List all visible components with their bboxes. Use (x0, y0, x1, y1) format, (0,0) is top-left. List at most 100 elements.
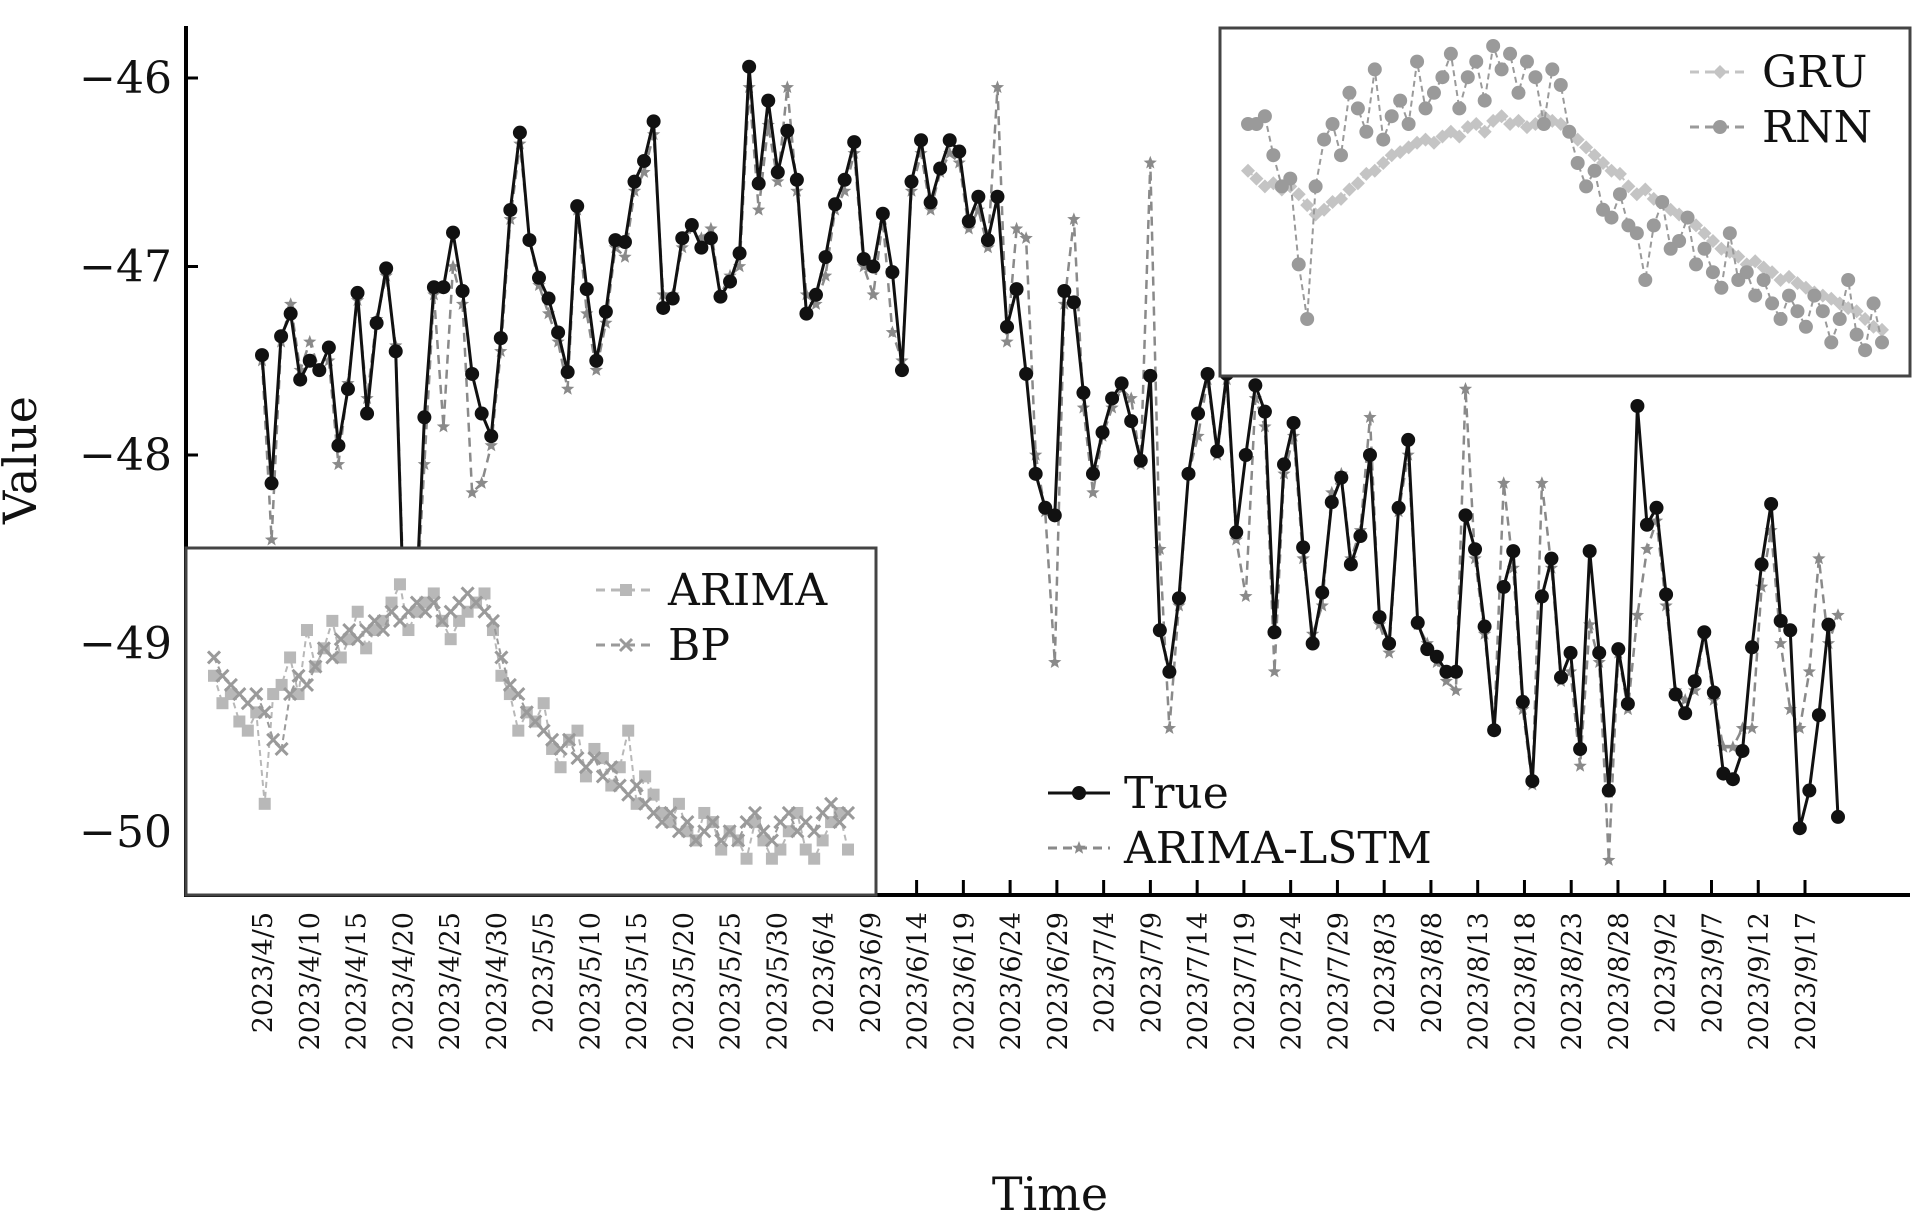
point-true (1668, 687, 1683, 702)
point-arima-lstm (561, 382, 575, 395)
point-arima-lstm (1573, 759, 1587, 772)
point-arima-lstm (446, 259, 460, 273)
point-true (732, 246, 747, 261)
inset-point-bp (840, 805, 856, 821)
inset-point-bp (206, 650, 222, 665)
point-true (1401, 432, 1416, 447)
point-true (1382, 636, 1397, 651)
point-arima-lstm (1439, 674, 1453, 687)
inset-point-arima (715, 843, 728, 856)
point-true (1764, 497, 1779, 512)
point-true (1114, 376, 1129, 391)
point-true (828, 197, 843, 212)
point-true (627, 174, 642, 189)
point-arima-lstm (1563, 664, 1578, 678)
inset-point-arima (765, 852, 778, 865)
point-true (1277, 457, 1292, 472)
inset-point-rnn (1367, 62, 1382, 77)
point-true (684, 218, 699, 233)
point-true (1085, 466, 1100, 481)
x-tick-label: 2023/6/24 (996, 912, 1027, 1050)
inset-point-rnn (1655, 195, 1670, 209)
x-tick-label: 2023/6/19 (949, 912, 980, 1050)
x-tick-label: 2023/9/2 (1651, 912, 1682, 1033)
point-arima-lstm (599, 316, 613, 329)
inset-point-rnn (1612, 187, 1627, 202)
point-true (1057, 284, 1072, 299)
x-tick-label: 2023/8/8 (1417, 912, 1448, 1033)
point-true (1038, 500, 1053, 515)
inset-bottom-left-series (206, 578, 856, 865)
point-true (1267, 625, 1282, 640)
point-true (1152, 623, 1167, 638)
point-true (388, 344, 403, 359)
point-arima-lstm (541, 306, 556, 320)
point-true (1831, 809, 1845, 824)
x-tick-label: 2023/8/13 (1464, 912, 1495, 1050)
point-true (1343, 557, 1358, 572)
point-true (264, 476, 279, 491)
point-true (1725, 772, 1740, 787)
inset-point-rnn (1300, 312, 1315, 326)
point-true (742, 59, 757, 74)
point-true (1620, 696, 1635, 711)
point-true (1238, 448, 1253, 462)
point-arima-lstm (971, 203, 985, 216)
inset-point-rnn (1824, 335, 1839, 350)
point-arima-lstm (580, 306, 594, 320)
legend-marker-true (1072, 786, 1086, 800)
inset-point-rnn (1426, 85, 1441, 100)
inset-point-bp (747, 805, 763, 821)
inset-point-gru (1291, 187, 1306, 202)
point-true (570, 199, 585, 214)
inset-point-gru (1587, 148, 1602, 163)
point-true (1248, 378, 1263, 393)
point-true (761, 93, 776, 108)
inset-point-bp (604, 760, 619, 775)
inset-point-rnn (1443, 46, 1458, 61)
inset-legend-label-bp: BP (668, 620, 730, 671)
inset-point-rnn (1545, 62, 1560, 77)
point-true (617, 234, 632, 249)
point-arima-lstm (1105, 400, 1119, 414)
point-arima-lstm (1067, 212, 1081, 225)
inset-point-gru (1317, 202, 1332, 217)
point-true (531, 270, 546, 285)
inset-point-bp (325, 650, 340, 665)
point-arima-lstm (809, 297, 823, 310)
inset-point-gru (1350, 176, 1365, 191)
y-tick-group: −46 −47 −48 −49 −50 (79, 53, 198, 858)
inset-point-rnn (1401, 117, 1416, 131)
point-true (1487, 723, 1502, 738)
point-arima-lstm (943, 146, 957, 160)
inset-point-arima (503, 688, 516, 701)
inset-point-rnn (1494, 62, 1509, 77)
point-arima-lstm (1267, 664, 1282, 678)
legend-label-true: True (1124, 768, 1229, 819)
inset-point-arima (410, 605, 423, 618)
point-arima-lstm (1458, 382, 1473, 395)
point-arima-lstm (484, 438, 498, 452)
x-tick-label: 2023/9/7 (1697, 912, 1728, 1033)
point-arima-lstm (1325, 485, 1339, 499)
point-arima-lstm (1363, 410, 1377, 423)
point-true (1009, 282, 1024, 297)
point-true (274, 329, 289, 344)
point-true (694, 240, 709, 255)
x-tick-label: 2023/7/24 (1277, 912, 1308, 1050)
point-arima-lstm (1716, 740, 1730, 753)
inset-point-gru (1638, 182, 1653, 197)
inset-point-arima (579, 770, 592, 783)
point-arima-lstm (1812, 551, 1826, 565)
point-true (1286, 415, 1301, 430)
inset-point-rnn (1739, 265, 1754, 280)
point-arima-lstm (761, 118, 775, 131)
x-tick-label: 2023/5/25 (716, 912, 747, 1050)
inset-point-rnn (1832, 312, 1847, 326)
x-axis-title: Time (992, 1167, 1108, 1221)
point-arima-lstm (551, 334, 565, 348)
point-true (1649, 500, 1664, 515)
x-tick-label: 2023/4/5 (248, 912, 279, 1033)
